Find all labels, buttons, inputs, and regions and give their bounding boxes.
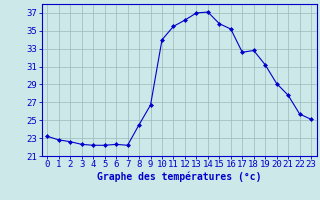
X-axis label: Graphe des températures (°c): Graphe des températures (°c) bbox=[97, 172, 261, 182]
